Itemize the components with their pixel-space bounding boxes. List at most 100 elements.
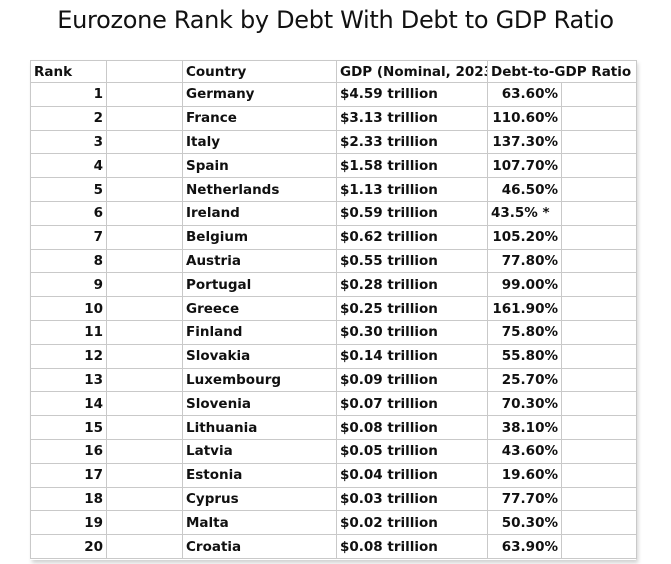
empty-cell [561,391,637,417]
empty-cell [260,486,337,512]
table-row: 17 Estonia $0.04 trillion 19.60% [30,462,637,488]
country-cell: Finland [182,319,261,345]
country-cell: Belgium [182,224,261,250]
table-row: 14 Slovenia $0.07 trillion 70.30% [30,391,637,417]
rank-cell: 14 [30,391,107,417]
rank-cell: 8 [30,248,107,274]
ratio-cell: 75.80% [487,319,562,345]
rank-cell: 9 [30,272,107,298]
empty-cell [561,105,637,131]
empty-cell [260,415,337,440]
empty-cell [106,296,183,321]
ratio-cell: 77.70% [487,486,562,512]
empty-cell [106,391,183,417]
debt-table: Rank Country GDP (Nominal, 2023 Debt-to-… [30,60,637,559]
empty-cell [561,367,637,393]
rank-cell: 20 [30,534,107,559]
gdp-cell: $0.59 trillion [336,200,488,226]
rank-cell: 13 [30,367,107,393]
empty-cell [561,272,637,298]
spreadsheet: Rank Country GDP (Nominal, 2023 Debt-to-… [30,60,637,560]
table-row: 2 France $3.13 trillion 110.60% [30,105,637,131]
table-row: 5 Netherlands $1.13 trillion 46.50% [30,177,637,202]
ratio-cell: 55.80% [487,343,562,369]
ratio-cell: 43.60% [487,438,562,464]
rank-cell: 4 [30,153,107,179]
empty-cell [106,510,183,536]
gdp-cell: $0.55 trillion [336,248,488,274]
empty-cell [106,200,183,226]
country-cell: Portugal [182,272,261,298]
empty-cell [106,153,183,179]
empty-cell [561,415,637,440]
table-row: 4 Spain $1.58 trillion 107.70% [30,153,637,179]
empty-cell [106,319,183,345]
empty-cell [561,200,637,226]
header-ratio: Debt-to-GDP Ratio [487,60,631,83]
empty-cell [561,129,637,155]
table-row: 8 Austria $0.55 trillion 77.80% [30,248,637,274]
ratio-cell: 99.00% [487,272,562,298]
gdp-cell: $3.13 trillion [336,105,488,131]
empty-cell [561,60,637,83]
empty-cell [260,177,337,202]
country-cell: Slovakia [182,343,261,369]
header-row: Rank Country GDP (Nominal, 2023 Debt-to-… [30,60,637,83]
country-cell: Estonia [182,462,261,488]
empty-cell [561,177,637,202]
country-cell: Ireland [182,200,261,226]
ratio-cell: 137.30% [487,129,562,155]
gdp-cell: $0.14 trillion [336,343,488,369]
country-cell: Malta [182,510,261,536]
ratio-cell: 19.60% [487,462,562,488]
table-row: 18 Cyprus $0.03 trillion 77.70% [30,486,637,512]
gdp-cell: $0.25 trillion [336,296,488,321]
country-cell: Latvia [182,438,261,464]
rank-cell: 16 [30,438,107,464]
gdp-cell: $1.13 trillion [336,177,488,202]
country-cell: Slovenia [182,391,261,417]
table-row: 10 Greece $0.25 trillion 161.90% [30,296,637,321]
empty-cell [106,415,183,440]
empty-cell [106,82,183,107]
empty-cell [561,486,637,512]
empty-cell [260,462,337,488]
empty-cell [106,486,183,512]
gdp-cell: $4.59 trillion [336,82,488,107]
rank-cell: 17 [30,462,107,488]
gdp-cell: $2.33 trillion [336,129,488,155]
ratio-cell: 77.80% [487,248,562,274]
country-cell: Austria [182,248,261,274]
rank-cell: 11 [30,319,107,345]
rank-cell: 2 [30,105,107,131]
empty-cell [561,343,637,369]
empty-cell [106,177,183,202]
empty-cell [561,296,637,321]
empty-cell [260,296,337,321]
empty-cell [260,60,337,83]
rank-cell: 7 [30,224,107,250]
empty-cell [260,319,337,345]
empty-cell [260,367,337,393]
empty-cell [561,248,637,274]
empty-cell [561,510,637,536]
empty-cell [260,438,337,464]
empty-cell [561,224,637,250]
empty-cell [561,319,637,345]
empty-cell [106,343,183,369]
country-cell: Italy [182,129,261,155]
empty-cell [106,248,183,274]
gdp-cell: $0.09 trillion [336,367,488,393]
table-row: 20 Croatia $0.08 trillion 63.90% [30,534,637,559]
empty-cell [561,462,637,488]
empty-cell [106,272,183,298]
rank-cell: 6 [30,200,107,226]
table-row: 12 Slovakia $0.14 trillion 55.80% [30,343,637,369]
ratio-cell: 63.90% [487,534,562,559]
empty-cell [260,82,337,107]
table-row: 1 Germany $4.59 trillion 63.60% [30,82,637,107]
empty-cell [260,534,337,559]
table-row: 19 Malta $0.02 trillion 50.30% [30,510,637,536]
empty-cell [106,534,183,559]
empty-cell [106,224,183,250]
